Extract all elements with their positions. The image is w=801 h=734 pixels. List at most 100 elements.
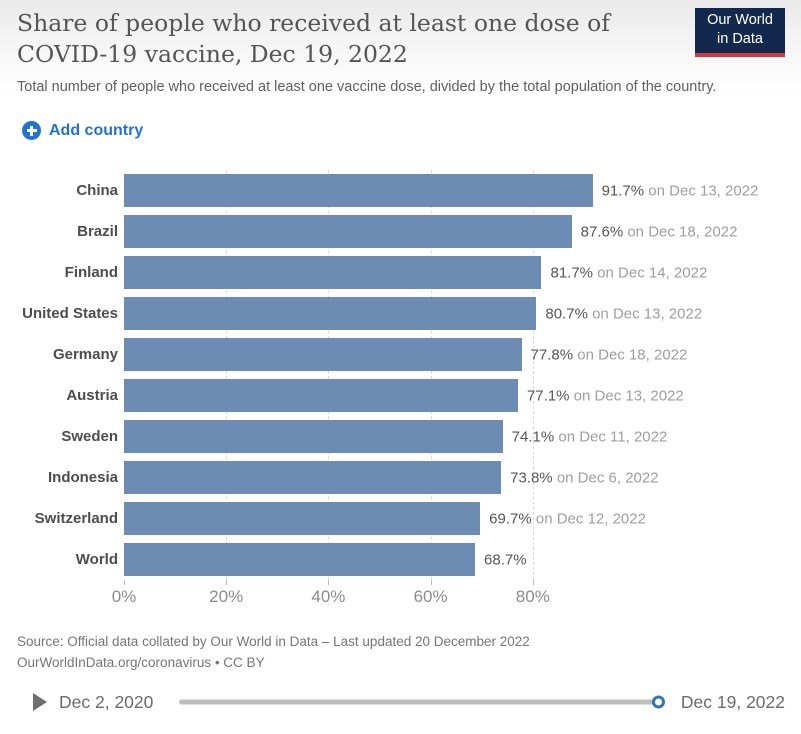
bar-value-number: 73.8% bbox=[510, 469, 553, 486]
bar-value-date: on Dec 6, 2022 bbox=[552, 469, 659, 486]
bar-plot: 87.6% on Dec 18, 2022 bbox=[124, 211, 737, 252]
bar[interactable] bbox=[124, 420, 503, 453]
bar-value-number: 80.7% bbox=[545, 305, 588, 322]
bar-value-number: 87.6% bbox=[580, 223, 624, 240]
bar-value-label: 68.7% bbox=[484, 551, 527, 568]
bar-value-number: 91.7% bbox=[601, 182, 645, 199]
x-axis-tick-label: 20% bbox=[209, 587, 244, 606]
bar-value-number: 77.1% bbox=[526, 387, 570, 404]
x-axis-tick-label: 80% bbox=[515, 587, 550, 606]
bar[interactable] bbox=[124, 338, 522, 371]
bar-row: Brazil 87.6% on Dec 18, 2022 bbox=[17, 211, 785, 252]
bar-value-date: on Dec 18, 2022 bbox=[623, 223, 738, 240]
bar-value-label: 77.8% on Dec 18, 2022 bbox=[531, 346, 688, 363]
bar-value-number: 69.7% bbox=[489, 510, 532, 527]
bar-value-date: on Dec 13, 2022 bbox=[644, 182, 759, 199]
gridline bbox=[226, 170, 228, 580]
bar-plot: 68.7% bbox=[124, 539, 635, 580]
bar-plot: 69.7% on Dec 12, 2022 bbox=[124, 498, 646, 539]
bar[interactable] bbox=[124, 297, 537, 330]
gridline bbox=[328, 170, 330, 580]
bar-row: Switzerland 69.7% on Dec 12, 2022 bbox=[17, 498, 785, 539]
bar-chart: China 91.7% on Dec 13, 2022 Brazil 87.6%… bbox=[17, 170, 785, 610]
add-country-button[interactable]: Add country bbox=[17, 121, 143, 140]
bar-value-number: 81.7% bbox=[550, 264, 594, 281]
owid-logo-line2: in Data bbox=[717, 31, 763, 47]
bar-category-label: Indonesia bbox=[47, 469, 118, 486]
bar-value-date: on Dec 14, 2022 bbox=[593, 264, 708, 281]
chart-frame: Share of people who received at least on… bbox=[17, 8, 785, 718]
timeline-slider[interactable] bbox=[179, 692, 665, 712]
x-axis-tickmark bbox=[124, 580, 125, 585]
bar[interactable] bbox=[124, 543, 476, 576]
bar-row: United States 80.7% on Dec 13, 2022 bbox=[17, 293, 785, 334]
bar-row: Sweden 74.1% on Dec 11, 2022 bbox=[17, 416, 785, 457]
bar-value-label: 87.6% on Dec 18, 2022 bbox=[581, 223, 738, 240]
gridline bbox=[532, 170, 534, 580]
bar-row: Indonesia 73.8% on Dec 6, 2022 bbox=[17, 457, 785, 498]
bar-category-label: Austria bbox=[66, 387, 118, 404]
page-title: Share of people who received at least on… bbox=[17, 9, 610, 68]
timeline-end-date[interactable]: Dec 19, 2022 bbox=[680, 691, 785, 712]
bar-value-label: 77.1% on Dec 13, 2022 bbox=[527, 387, 684, 404]
bar-plot: 80.7% on Dec 13, 2022 bbox=[124, 293, 702, 334]
timeline-track[interactable] bbox=[179, 699, 657, 705]
source-note: Source: Official data collated by Our Wo… bbox=[17, 631, 785, 673]
bar[interactable] bbox=[124, 461, 502, 494]
bar-value-date: on Dec 12, 2022 bbox=[531, 510, 646, 527]
bar[interactable] bbox=[124, 174, 593, 207]
bar[interactable] bbox=[124, 215, 572, 248]
chart-rows: China 91.7% on Dec 13, 2022 Brazil 87.6%… bbox=[17, 170, 785, 580]
owid-logo: Our World in Data bbox=[695, 8, 785, 57]
chart-subtitle: Total number of people who received at l… bbox=[17, 79, 717, 95]
bar-row: Austria 77.1% on Dec 13, 2022 bbox=[17, 375, 785, 416]
bar-category-label: World bbox=[75, 551, 118, 568]
bar-plot: 77.8% on Dec 18, 2022 bbox=[124, 334, 687, 375]
plus-icon bbox=[22, 121, 41, 140]
gridline bbox=[430, 170, 432, 580]
bar[interactable] bbox=[124, 256, 542, 289]
timeline-start-date[interactable]: Dec 2, 2020 bbox=[59, 691, 154, 712]
source-line2[interactable]: OurWorldInData.org/coronavirus • CC BY bbox=[17, 655, 265, 670]
bar-plot: 73.8% on Dec 6, 2022 bbox=[124, 457, 659, 498]
x-axis-tickmark bbox=[328, 580, 330, 585]
bar-category-label: Germany bbox=[52, 346, 118, 363]
gridlines bbox=[124, 170, 635, 580]
bar-value-date: on Dec 11, 2022 bbox=[554, 428, 668, 445]
bar-value-label: 69.7% on Dec 12, 2022 bbox=[489, 510, 646, 527]
x-axis-tickmark bbox=[226, 580, 228, 585]
header-background bbox=[0, 0, 801, 95]
bar[interactable] bbox=[124, 379, 518, 412]
bar-category-label: Switzerland bbox=[34, 510, 118, 527]
x-axis-tickmark bbox=[532, 580, 534, 585]
bar-category-label: Finland bbox=[64, 264, 118, 281]
bar-value-number: 74.1% bbox=[511, 428, 555, 445]
x-axis-tickmark bbox=[430, 580, 432, 585]
source-line1: Source: Official data collated by Our Wo… bbox=[17, 634, 530, 649]
bar-plot: 81.7% on Dec 14, 2022 bbox=[124, 252, 707, 293]
add-country-label: Add country bbox=[49, 121, 144, 139]
timeline-handle[interactable] bbox=[651, 695, 665, 709]
bar[interactable] bbox=[124, 502, 481, 535]
x-axis-tick-label: 40% bbox=[311, 587, 346, 606]
bar-plot: 91.7% on Dec 13, 2022 bbox=[124, 170, 758, 211]
bar-row: World 68.7% bbox=[17, 539, 785, 580]
bar-plot: 74.1% on Dec 11, 2022 bbox=[124, 416, 667, 457]
play-icon[interactable] bbox=[33, 693, 47, 711]
bar-value-label: 81.7% on Dec 14, 2022 bbox=[550, 264, 707, 281]
bar-category-label: China bbox=[76, 182, 118, 199]
bar-value-date: on Dec 13, 2022 bbox=[587, 305, 703, 322]
x-axis-tick-label: 0% bbox=[111, 587, 137, 606]
bar-value-date: on Dec 18, 2022 bbox=[573, 346, 688, 363]
bar-value-label: 80.7% on Dec 13, 2022 bbox=[545, 305, 702, 322]
x-axis: 0% 20% 40% 60% 80% bbox=[112, 580, 635, 610]
owid-logo-line1: Our World bbox=[707, 12, 773, 28]
bar-row: Finland 81.7% on Dec 14, 2022 bbox=[17, 252, 785, 293]
bar-value-number: 68.7% bbox=[484, 551, 527, 568]
timeline-control: Dec 2, 2020 Dec 19, 2022 bbox=[17, 686, 785, 718]
bar-value-label: 73.8% on Dec 6, 2022 bbox=[510, 469, 658, 486]
bar-row: China 91.7% on Dec 13, 2022 bbox=[17, 170, 785, 211]
bar-value-label: 91.7% on Dec 13, 2022 bbox=[602, 182, 759, 199]
bar-value-number: 77.8% bbox=[530, 346, 574, 363]
x-axis-tick-label: 60% bbox=[413, 587, 448, 606]
